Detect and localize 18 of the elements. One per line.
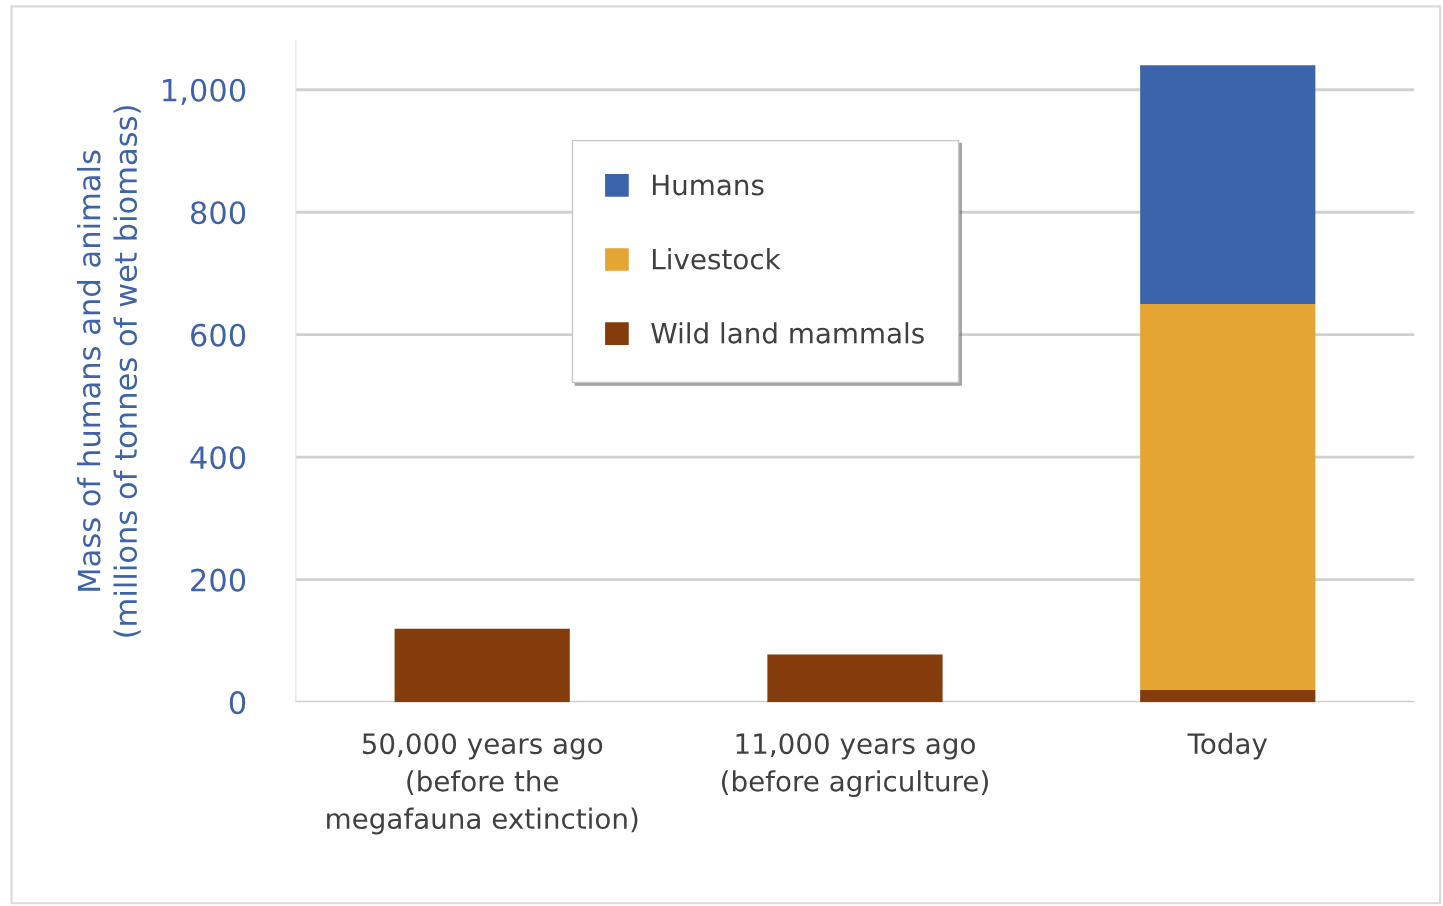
legend-label: Livestock xyxy=(652,248,781,270)
bar xyxy=(767,654,943,703)
legend-label: Wild land mammals xyxy=(651,322,924,344)
y-tick-label: 200 xyxy=(191,568,246,592)
y-tick-label: 600 xyxy=(191,323,246,347)
y-axis-title: Mass of humans and animals (millions of tonnes of wet biomass) xyxy=(76,106,141,637)
y-tick-label: 400 xyxy=(190,446,246,470)
y-tick-label: 800 xyxy=(190,201,246,225)
x-tick-label: 50,000 years ago (before the megafauna extinction) xyxy=(327,733,638,835)
x-tick-label: Today xyxy=(1187,732,1268,760)
x-tick-label: 11,000 years ago (before agriculture) xyxy=(722,733,988,798)
bar xyxy=(1140,689,1316,703)
bar xyxy=(1140,65,1316,305)
legend-label: Humans xyxy=(652,174,764,196)
bar xyxy=(1140,304,1316,690)
bar xyxy=(394,628,570,703)
y-tick-label: 1,000 xyxy=(163,78,246,105)
y-tick-label: 0 xyxy=(229,691,246,715)
